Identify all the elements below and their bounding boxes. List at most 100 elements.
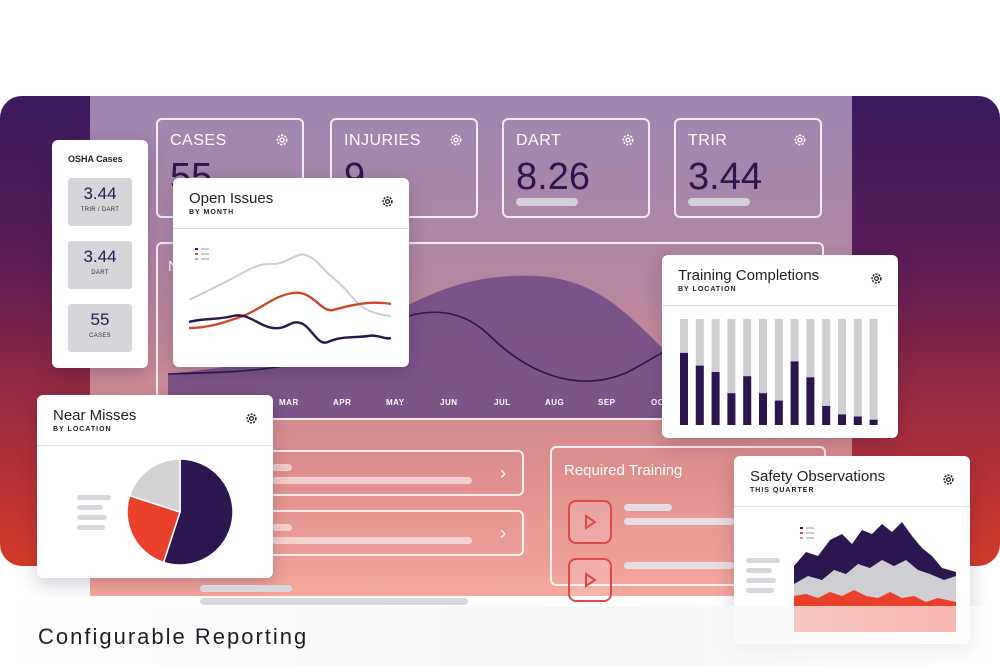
placeholder-bar <box>200 598 468 605</box>
training-bar-completed <box>790 361 799 425</box>
training-bar-completed <box>680 352 688 425</box>
list-item[interactable]: › <box>240 450 524 496</box>
osha-tile-value: 3.44 <box>83 184 117 203</box>
legend-placeholder <box>746 558 780 563</box>
legend-placeholder <box>77 505 103 510</box>
kpi-label: CASES <box>170 132 227 149</box>
osha-tile[interactable]: 55 CASES <box>68 304 132 352</box>
gear-icon[interactable] <box>792 132 808 148</box>
gear-icon[interactable] <box>274 132 290 148</box>
gear-icon[interactable] <box>448 132 464 148</box>
osha-tile-label: DART <box>91 270 109 276</box>
training-bar-completed <box>853 416 862 425</box>
training-bar-completed <box>806 377 815 425</box>
kpi-value: 8.26 <box>516 156 590 198</box>
training-bar-track <box>853 319 862 425</box>
osha-tile-value: 3.44 <box>83 247 117 266</box>
play-button[interactable] <box>568 500 612 544</box>
training-completions-chart <box>680 319 878 425</box>
legend-placeholder <box>746 588 774 593</box>
training-completions-card: Training Completions BY LOCATION <box>662 255 898 438</box>
osha-tile-label: TRIR / DART <box>80 207 120 213</box>
card-title: Training Completions <box>678 267 820 284</box>
kpi-dart[interactable]: DART 8.26 <box>502 118 650 218</box>
training-bar-completed <box>711 372 720 425</box>
kpi-label: INJURIES <box>344 132 421 149</box>
legend-placeholder <box>746 578 776 583</box>
card-divider <box>662 305 898 306</box>
play-icon <box>585 572 597 588</box>
training-bar-track <box>869 319 878 425</box>
legend-placeholder <box>77 525 105 530</box>
training-bar-track <box>774 319 783 425</box>
placeholder-bar <box>624 504 672 511</box>
training-bar-completed <box>838 414 846 425</box>
training-bar-track <box>806 319 815 425</box>
placeholder-bar <box>272 537 472 544</box>
month-label: MAR <box>279 398 299 407</box>
card-subtitle: THIS QUARTER <box>750 487 815 494</box>
placeholder-bar <box>624 562 734 569</box>
month-label: APR <box>333 398 352 407</box>
training-bar-completed <box>774 400 783 425</box>
pie-slice <box>128 458 181 514</box>
gear-icon[interactable] <box>244 411 259 426</box>
card-subtitle: BY LOCATION <box>53 426 112 433</box>
card-divider <box>173 228 409 229</box>
card-title: Open Issues <box>189 190 274 207</box>
osha-cases-card: OSHA Cases 3.44 TRIR / DART 3.44 DART 55… <box>52 140 148 368</box>
chevron-right-icon[interactable]: › <box>500 463 506 483</box>
footer-title: Configurable Reporting <box>38 624 309 649</box>
gear-icon[interactable] <box>380 194 395 209</box>
chevron-right-icon[interactable]: › <box>500 523 506 543</box>
training-bar-completed <box>869 419 878 425</box>
osha-tile[interactable]: 3.44 DART <box>68 241 132 289</box>
month-label: JUN <box>440 398 458 407</box>
kpi-value: 3.44 <box>688 156 762 198</box>
near-misses-card: Near Misses BY LOCATION <box>37 395 273 578</box>
gear-icon[interactable] <box>620 132 636 148</box>
training-bar-completed <box>695 365 704 425</box>
chart-legend <box>800 527 814 539</box>
near-misses-pie <box>126 458 234 566</box>
placeholder-bar <box>272 524 292 531</box>
placeholder-bar <box>272 477 472 484</box>
placeholder-bar <box>624 518 734 525</box>
month-label: SEP <box>598 398 616 407</box>
month-label: AUG <box>545 398 565 407</box>
month-label: MAY <box>386 398 405 407</box>
trend-chart-months: MAR APR MAY JUN JUL AUG SEP OC <box>156 398 716 412</box>
open-issues-chart <box>188 248 392 344</box>
kpi-trir[interactable]: TRIR 3.44 <box>674 118 822 218</box>
training-bar-track <box>838 319 846 425</box>
placeholder-bar <box>272 464 292 471</box>
month-label: JUL <box>494 398 511 407</box>
legend-placeholder <box>77 495 111 500</box>
legend-placeholder <box>746 568 772 573</box>
placeholder-bar <box>200 585 292 592</box>
play-button[interactable] <box>568 558 612 602</box>
card-title: Near Misses <box>53 407 137 424</box>
kpi-label: TRIR <box>688 132 728 149</box>
gear-icon[interactable] <box>941 472 956 487</box>
required-training-panel: Required Training <box>550 446 826 602</box>
training-bar-track <box>743 319 752 425</box>
training-bar-completed <box>743 376 752 425</box>
chart-legend <box>195 248 209 260</box>
card-divider <box>734 506 970 507</box>
card-subtitle: BY LOCATION <box>678 286 737 293</box>
kpi-label: DART <box>516 132 562 149</box>
osha-cases-title: OSHA Cases <box>68 154 123 164</box>
pie-slice <box>126 494 181 564</box>
gear-icon[interactable] <box>869 271 884 286</box>
list-item[interactable]: › <box>240 510 524 556</box>
osha-tile-label: CASES <box>89 333 111 339</box>
training-bar-track <box>727 319 736 425</box>
osha-tile-value: 55 <box>90 310 110 329</box>
kpi-placeholder-bar <box>688 198 750 206</box>
osha-tile[interactable]: 3.44 TRIR / DART <box>68 178 132 226</box>
card-subtitle: BY MONTH <box>189 209 235 216</box>
kpi-placeholder-bar <box>516 198 578 206</box>
pie-slice <box>162 458 234 566</box>
open-issues-card: Open Issues BY MONTH <box>173 178 409 367</box>
